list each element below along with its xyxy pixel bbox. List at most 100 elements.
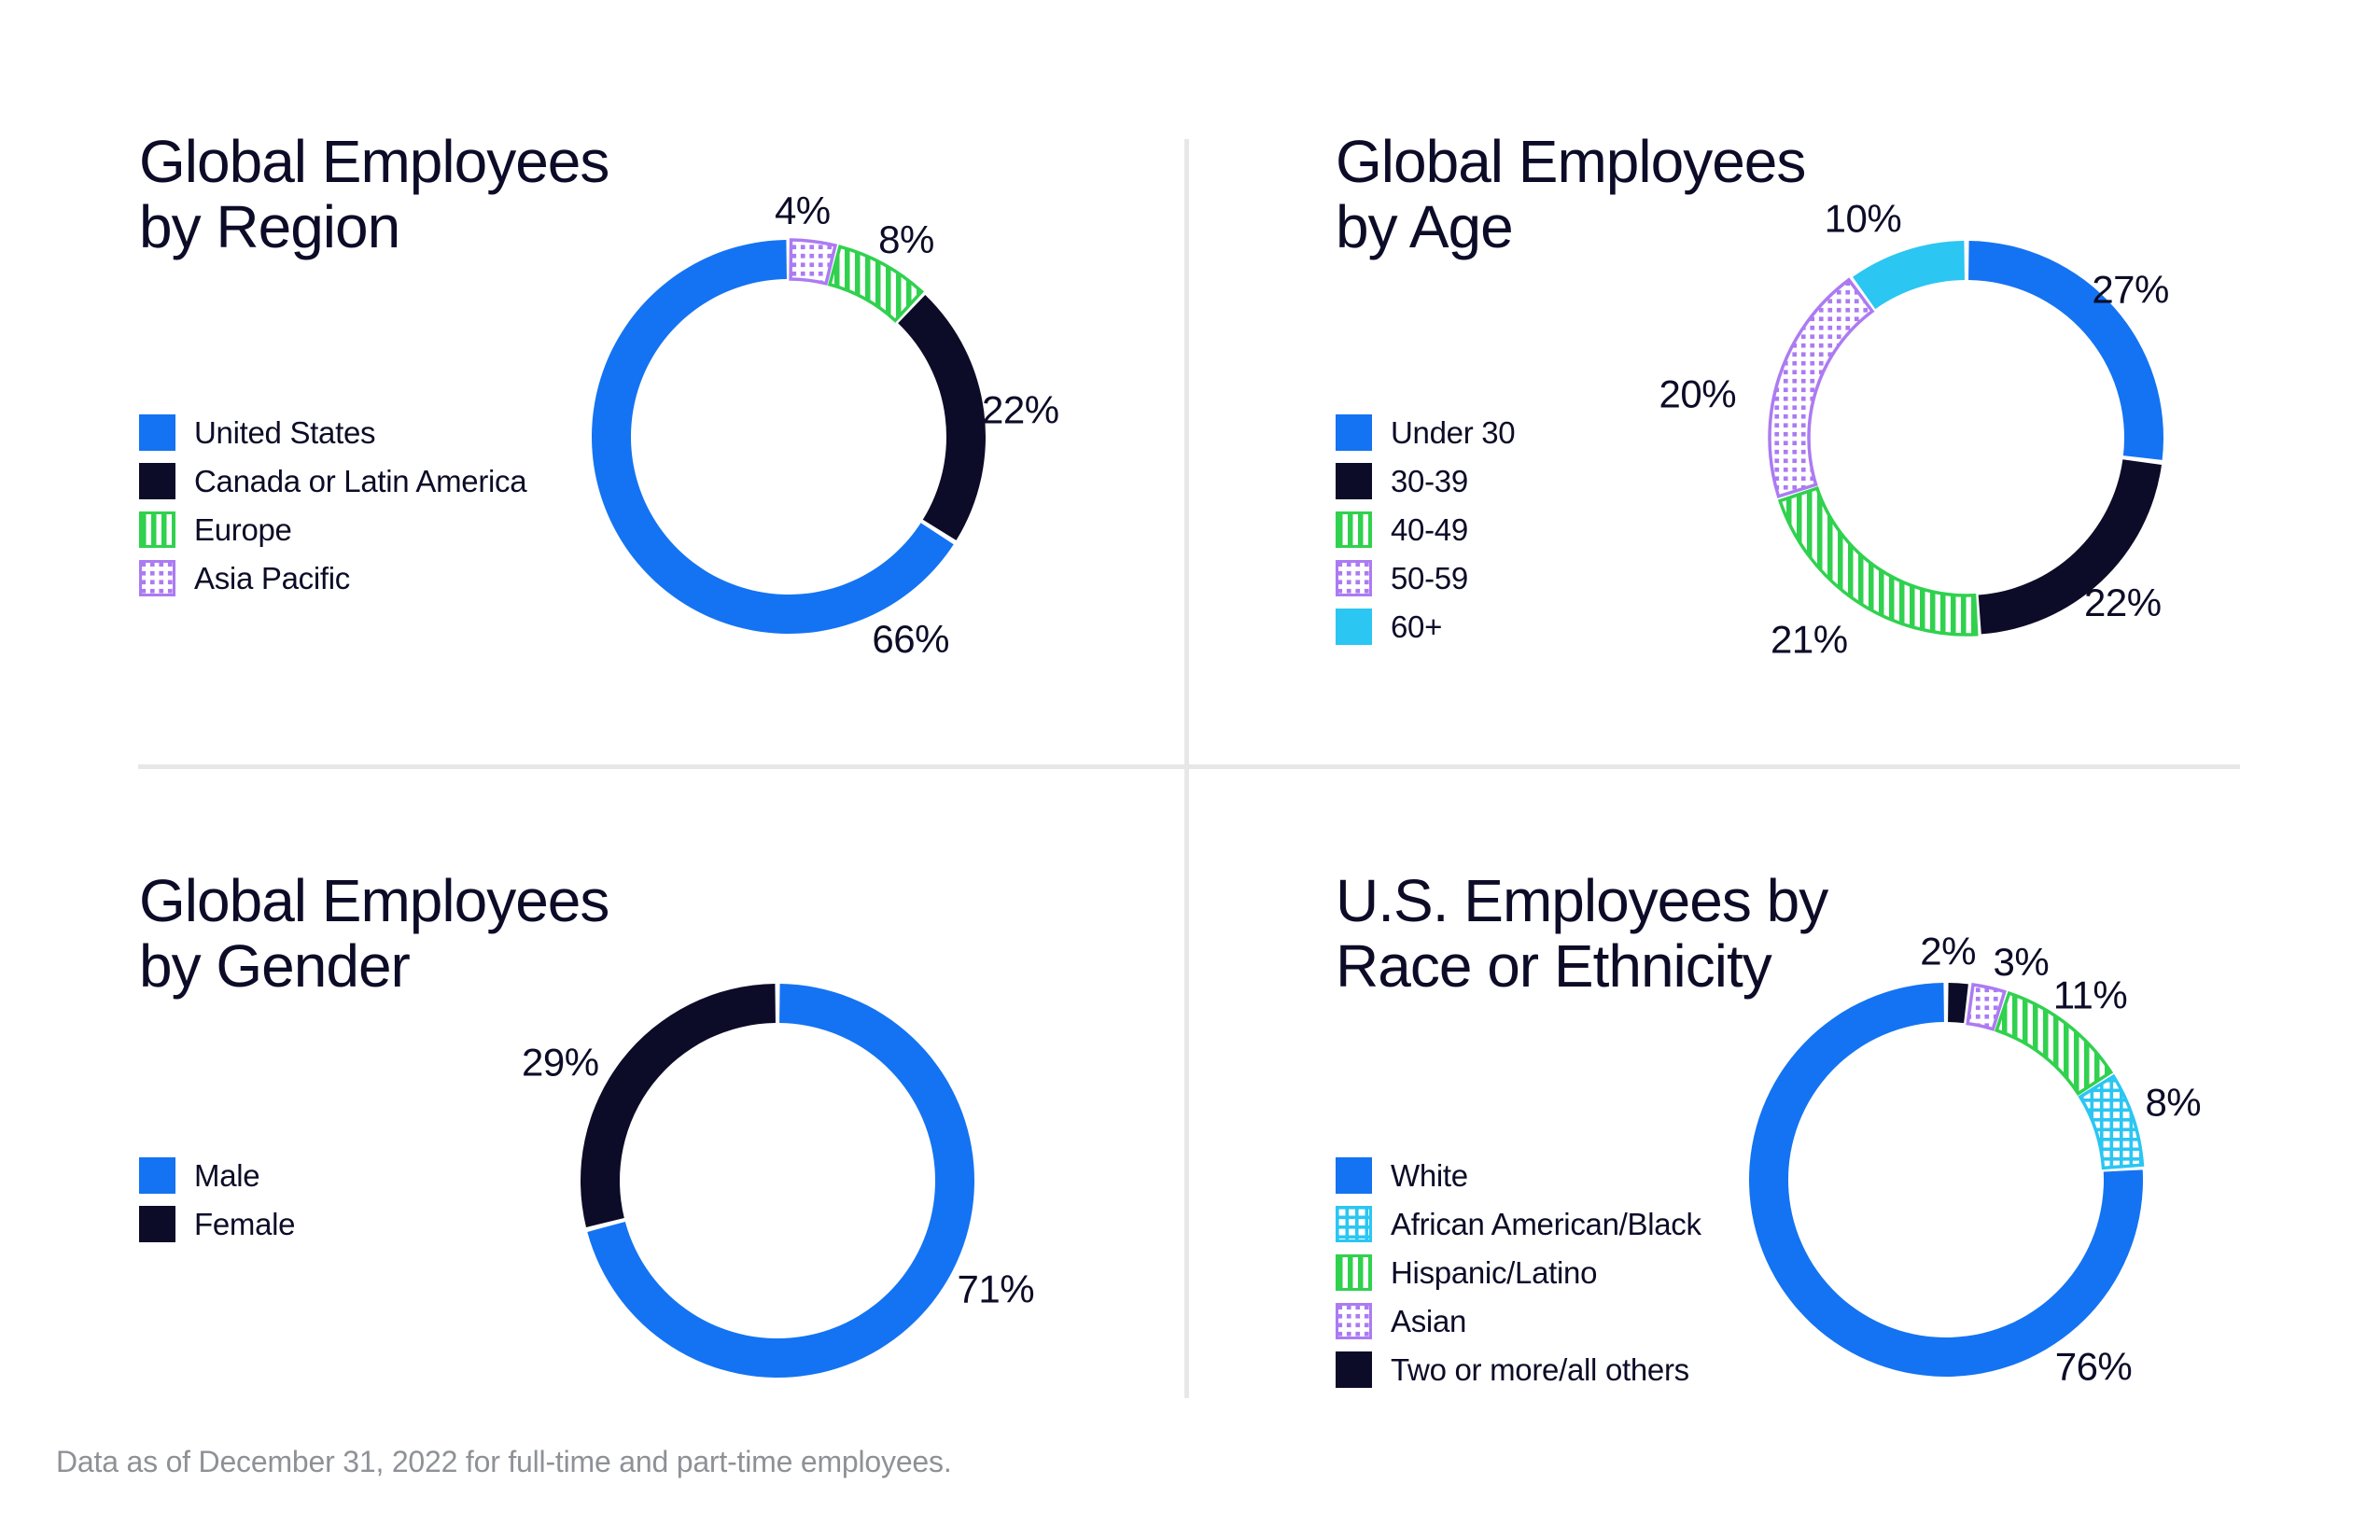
percent-label: 4%	[775, 189, 831, 232]
legend-label: 50-59	[1391, 560, 1468, 595]
legend-label: Female	[194, 1206, 296, 1241]
percent-label: 27%	[2092, 267, 2169, 311]
donut-slice-40-49	[1777, 485, 1979, 637]
donut-slice-asia-pacific	[789, 238, 838, 286]
legend-item-canada-or-latin-america: Canada or Latin America	[139, 463, 527, 499]
percent-label: 71%	[958, 1267, 1035, 1311]
legend-swatch-icon	[1336, 1206, 1372, 1242]
legend-label: Europe	[194, 511, 292, 547]
legend-swatch-icon	[1336, 1254, 1372, 1291]
legend-age: Under 30 30-39 40-49 50-59 60+	[1336, 414, 1516, 657]
donut-slice-30-39	[1978, 459, 2162, 635]
legend-label: United States	[194, 414, 376, 450]
legend-swatch-icon	[1336, 1157, 1372, 1194]
donut-chart-age: 27% 22% 21% 20% 10%	[1659, 196, 2170, 661]
chart-title-line: Global Employees	[139, 867, 609, 934]
percent-label: 76%	[2055, 1345, 2133, 1389]
legend-item-male: Male	[139, 1157, 295, 1194]
percent-label: 29%	[522, 1041, 599, 1085]
legend-label: Under 30	[1391, 414, 1516, 450]
chart-title-race: U.S. Employees by Race or Ethnicity	[1336, 867, 1828, 1000]
legend-label: 40-49	[1391, 511, 1468, 547]
chart-title-age: Global Employees by Age	[1336, 128, 1806, 260]
legend-swatch-icon	[1336, 463, 1372, 499]
legend-swatch-icon	[1336, 560, 1372, 596]
chart-title-line: U.S. Employees by	[1336, 867, 1828, 934]
legend-label: White	[1391, 1157, 1468, 1193]
legend-item-under-30: Under 30	[1336, 414, 1516, 451]
legend-item-white: White	[1336, 1157, 1701, 1194]
legend-swatch-icon	[139, 1157, 175, 1194]
donut-slice-under-30	[1968, 241, 2163, 460]
legend-swatch-icon	[139, 414, 175, 451]
chart-title-line: by Region	[139, 193, 400, 260]
chart-title-region: Global Employees by Region	[139, 129, 609, 259]
legend-label: Two or more/all others	[1391, 1351, 1689, 1387]
donut-slice-asian	[1966, 983, 2007, 1031]
legend-item-asia-pacific: Asia Pacific	[139, 560, 526, 596]
legend-item-50-59: 50-59	[1336, 560, 1515, 596]
legend-label: Canada or Latin America	[194, 463, 527, 498]
legend-item-asian: Asian	[1336, 1303, 1701, 1339]
donut-chart-region: 66% 22% 8% 4%	[592, 189, 1059, 661]
chart-title-gender: Global Employees by Gender	[139, 868, 609, 999]
donut-slice-hispanic-latino	[1994, 990, 2114, 1097]
legend-item-african-american-black: African American/Black	[1336, 1206, 1701, 1242]
chart-title-line: Global Employees	[139, 128, 609, 195]
chart-title-line: Race or Ethnicity	[1336, 932, 1772, 1000]
donut-slice-europe	[827, 245, 925, 323]
legend-swatch-icon	[1336, 511, 1372, 548]
chart-title-line: by Age	[1336, 193, 1514, 260]
legend-item-40-49: 40-49	[1336, 511, 1515, 548]
legend-label: 60+	[1391, 609, 1443, 644]
donut-slice-two-or-more-all-others	[1948, 983, 1968, 1024]
legend-item-united-states: United States	[139, 414, 526, 451]
donut-slice-african-american-black	[2078, 1073, 2145, 1170]
percent-label: 8%	[878, 217, 934, 261]
percent-label: 3%	[1994, 940, 2050, 984]
percent-label: 10%	[1825, 196, 1902, 240]
donut-slice-female	[580, 984, 776, 1227]
legend-item-60-: 60+	[1336, 609, 1515, 645]
footnote: Data as of December 31, 2022 for full-ti…	[56, 1445, 952, 1478]
legend-swatch-icon	[139, 463, 175, 499]
legend-label: Male	[194, 1157, 260, 1193]
legend-swatch-icon	[1336, 1351, 1372, 1388]
horizontal-divider	[138, 764, 2240, 769]
legend-label: African American/Black	[1391, 1206, 1701, 1241]
legend-swatch-icon	[1336, 1303, 1372, 1339]
percent-label: 21%	[1771, 617, 1848, 661]
legend-swatch-icon	[1336, 609, 1372, 645]
percent-label: 11%	[2053, 973, 2127, 1017]
legend-gender: Male Female	[139, 1157, 296, 1254]
donut-slice-60-	[1853, 241, 1965, 310]
percent-label: 22%	[982, 387, 1059, 431]
legend-item-europe: Europe	[139, 511, 526, 548]
legend-swatch-icon	[139, 511, 175, 548]
percent-label: 2%	[1920, 930, 1976, 973]
chart-title-line: Global Employees	[1336, 128, 1806, 195]
legend-race: White African American/Black Hispanic/Lati…	[1336, 1157, 1701, 1400]
chart-title-line: by Gender	[139, 932, 411, 1000]
legend-item-hispanic-latino: Hispanic/Latino	[1336, 1254, 1701, 1291]
legend-item-female: Female	[139, 1206, 296, 1242]
percent-label: 8%	[2145, 1081, 2201, 1125]
donut-slice-canada-or-latin-america	[898, 294, 986, 540]
legend-swatch-icon	[139, 560, 175, 596]
legend-swatch-icon	[139, 1206, 175, 1242]
donut-chart-race: 76% 8% 11%3% 2%	[1749, 930, 2202, 1389]
donut-chart-gender: 71% 29%	[522, 984, 1035, 1379]
legend-label: Asia Pacific	[194, 560, 350, 595]
legend-item-30-39: 30-39	[1336, 463, 1515, 499]
legend-region: United States Canada or Latin America Euro…	[139, 414, 527, 609]
legend-item-two-or-more-all-others: Two or more/all others	[1336, 1351, 1701, 1388]
legend-swatch-icon	[1336, 414, 1372, 451]
percent-label: 66%	[872, 617, 949, 661]
donut-slice-50-59	[1768, 277, 1875, 498]
percent-label: 22%	[2084, 581, 2162, 624]
legend-label: Hispanic/Latino	[1391, 1254, 1598, 1290]
legend-label: 30-39	[1391, 463, 1468, 498]
legend-label: Asian	[1391, 1303, 1467, 1338]
percent-label: 20%	[1659, 371, 1737, 415]
